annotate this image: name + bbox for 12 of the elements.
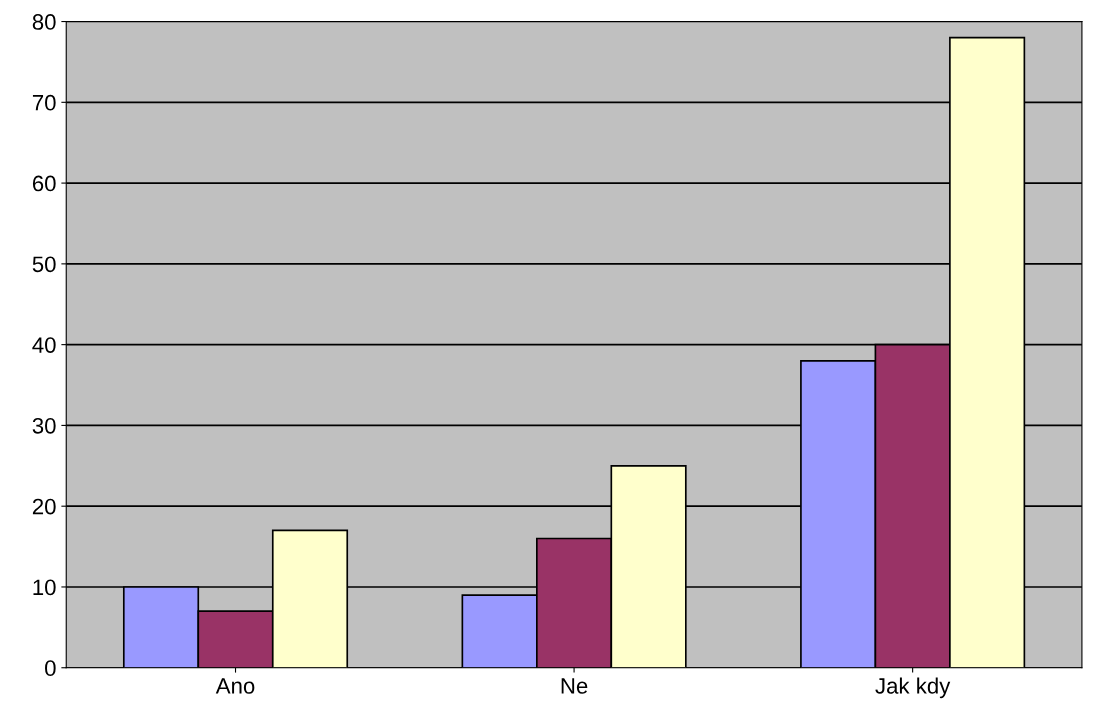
y-tick-label: 40 [32,337,56,353]
x-tick-label: Ne [561,678,588,694]
y-tick-label: 30 [32,417,56,434]
x-tick-label: Ano [215,678,255,694]
x-tick-label: Jak kdy [875,677,951,699]
y-tick-label: 50 [32,256,56,273]
y-tick-label: 0 [45,660,56,677]
y-tick-label: 70 [32,94,56,111]
y-tick-label: 10 [33,579,56,596]
y-tick-label: 20 [32,498,56,515]
y-tick-label: 60 [32,175,56,192]
y-tick-label: 80 [32,14,56,30]
